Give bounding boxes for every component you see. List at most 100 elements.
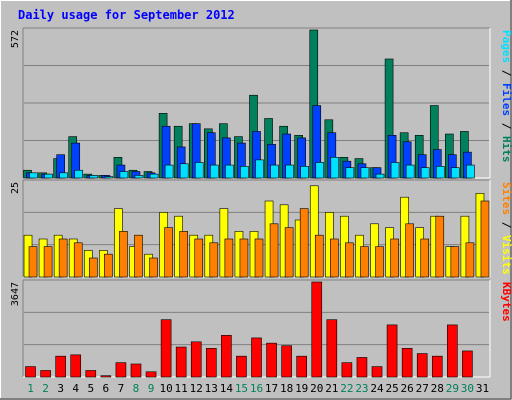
bar-kbytes-day-17 <box>266 342 277 378</box>
bar-pages-day-13 <box>210 164 219 179</box>
bar-kbytes-day-4 <box>70 354 82 378</box>
x-tick-15: 15 <box>235 382 248 395</box>
legend-middle: Sites / Visits <box>500 182 512 275</box>
bar-kbytes-day-12 <box>190 341 202 378</box>
x-tick-9: 9 <box>148 382 155 395</box>
bar-sites-day-10 <box>164 227 173 278</box>
legend-item-sites: Sites <box>500 182 512 215</box>
x-tick-26: 26 <box>401 382 414 395</box>
bar-sites-day-31 <box>480 200 490 278</box>
bar-pages-day-23 <box>360 167 370 179</box>
x-tick-7: 7 <box>118 382 125 395</box>
bar-kbytes-day-22 <box>341 362 353 378</box>
bar-kbytes-day-3 <box>55 355 66 378</box>
bar-sites-day-27 <box>420 238 430 278</box>
bar-pages-day-14 <box>225 164 234 179</box>
x-tick-18: 18 <box>280 382 293 395</box>
x-tick-30: 30 <box>461 382 474 395</box>
legend-bottom: KBytes <box>500 282 512 322</box>
legend-top: Pages / Files / Hits <box>500 30 512 163</box>
x-tick-3: 3 <box>57 382 64 395</box>
bar-sites-day-16 <box>254 238 264 278</box>
legend-item-files: Files <box>500 83 512 116</box>
bar-kbytes-day-29 <box>447 324 458 378</box>
x-tick-8: 8 <box>133 382 140 395</box>
bar-pages-day-5 <box>89 175 99 179</box>
bar-kbytes-day-5 <box>85 370 97 378</box>
bar-pages-day-19 <box>300 166 309 179</box>
bar-sites-day-6 <box>104 253 113 278</box>
bar-sites-day-15 <box>239 238 249 278</box>
bar-sites-day-17 <box>269 223 279 278</box>
bar-kbytes-day-27 <box>416 353 428 378</box>
ymax-label-top: 572 <box>10 30 21 48</box>
bar-kbytes-day-28 <box>431 355 443 378</box>
x-tick-29: 29 <box>446 382 459 395</box>
legend-item-pages: Pages <box>500 30 512 63</box>
x-tick-4: 4 <box>72 382 79 395</box>
bar-sites-day-21 <box>330 238 339 278</box>
bar-pages-day-21 <box>330 157 340 179</box>
bar-pages-day-6 <box>104 176 114 179</box>
bar-pages-day-20 <box>315 162 325 179</box>
bar-pages-day-10 <box>164 164 174 179</box>
bar-pages-day-2 <box>44 173 53 179</box>
bar-kbytes-day-2 <box>40 370 51 378</box>
legend-item-kbytes: KBytes <box>500 282 512 322</box>
ymax-label-bottom: 3647 <box>10 282 21 306</box>
bar-pages-day-25 <box>390 162 400 179</box>
bar-sites-day-3 <box>58 238 68 278</box>
bar-sites-day-28 <box>435 215 445 278</box>
bar-visits-day-20 <box>309 185 319 278</box>
bar-kbytes-day-19 <box>296 355 307 378</box>
x-tick-22: 22 <box>340 382 353 395</box>
bar-pages-day-1 <box>29 172 38 179</box>
bar-sites-day-18 <box>284 227 294 278</box>
bar-kbytes-day-20 <box>311 281 323 378</box>
bar-sites-day-14 <box>224 238 234 278</box>
bar-pages-day-7 <box>119 171 129 179</box>
x-tick-20: 20 <box>310 382 323 395</box>
bar-sites-day-19 <box>299 208 309 278</box>
bar-sites-day-24 <box>375 246 384 278</box>
bar-pages-day-27 <box>420 167 430 179</box>
bar-pages-day-3 <box>59 172 68 179</box>
x-tick-14: 14 <box>220 382 234 395</box>
bar-sites-day-7 <box>119 231 128 278</box>
x-tick-27: 27 <box>416 382 429 395</box>
legend-item-visits: Visits <box>500 235 512 275</box>
bar-pages-day-9 <box>149 173 159 179</box>
bar-pages-day-28 <box>435 166 445 179</box>
x-tick-5: 5 <box>87 382 94 395</box>
bar-kbytes-day-13 <box>206 348 217 378</box>
bar-pages-day-16 <box>255 159 264 179</box>
bar-sites-day-11 <box>179 231 188 278</box>
x-tick-13: 13 <box>205 382 218 395</box>
bar-sites-day-30 <box>465 242 475 278</box>
x-tick-6: 6 <box>103 382 110 395</box>
bar-sites-day-26 <box>405 223 414 278</box>
bar-kbytes-day-24 <box>371 366 383 378</box>
x-tick-31: 31 <box>476 382 489 395</box>
bar-sites-day-25 <box>390 238 399 278</box>
bar-sites-day-23 <box>360 246 369 278</box>
bar-sites-day-12 <box>194 238 204 278</box>
bar-kbytes-day-6 <box>100 375 112 378</box>
x-tick-24: 24 <box>370 382 384 395</box>
bar-kbytes-day-16 <box>251 337 262 378</box>
bar-sites-day-29 <box>450 246 460 278</box>
plot-layer: 572 Pages / Files / Hits 25 Sites / Visits 3… <box>10 27 512 395</box>
bar-sites-day-5 <box>88 257 98 278</box>
bar-pages-day-24 <box>375 173 385 179</box>
bar-kbytes-day-1 <box>25 366 36 378</box>
bar-pages-day-26 <box>405 164 415 179</box>
bar-pages-day-11 <box>179 163 189 179</box>
x-tick-11: 11 <box>175 382 188 395</box>
bar-sites-day-8 <box>134 234 143 278</box>
bar-sites-day-1 <box>28 246 38 278</box>
bar-pages-day-17 <box>270 164 279 179</box>
x-tick-25: 25 <box>385 382 398 395</box>
bar-kbytes-day-21 <box>326 319 338 378</box>
bar-kbytes-day-9 <box>145 371 157 378</box>
bar-kbytes-day-10 <box>160 319 172 378</box>
